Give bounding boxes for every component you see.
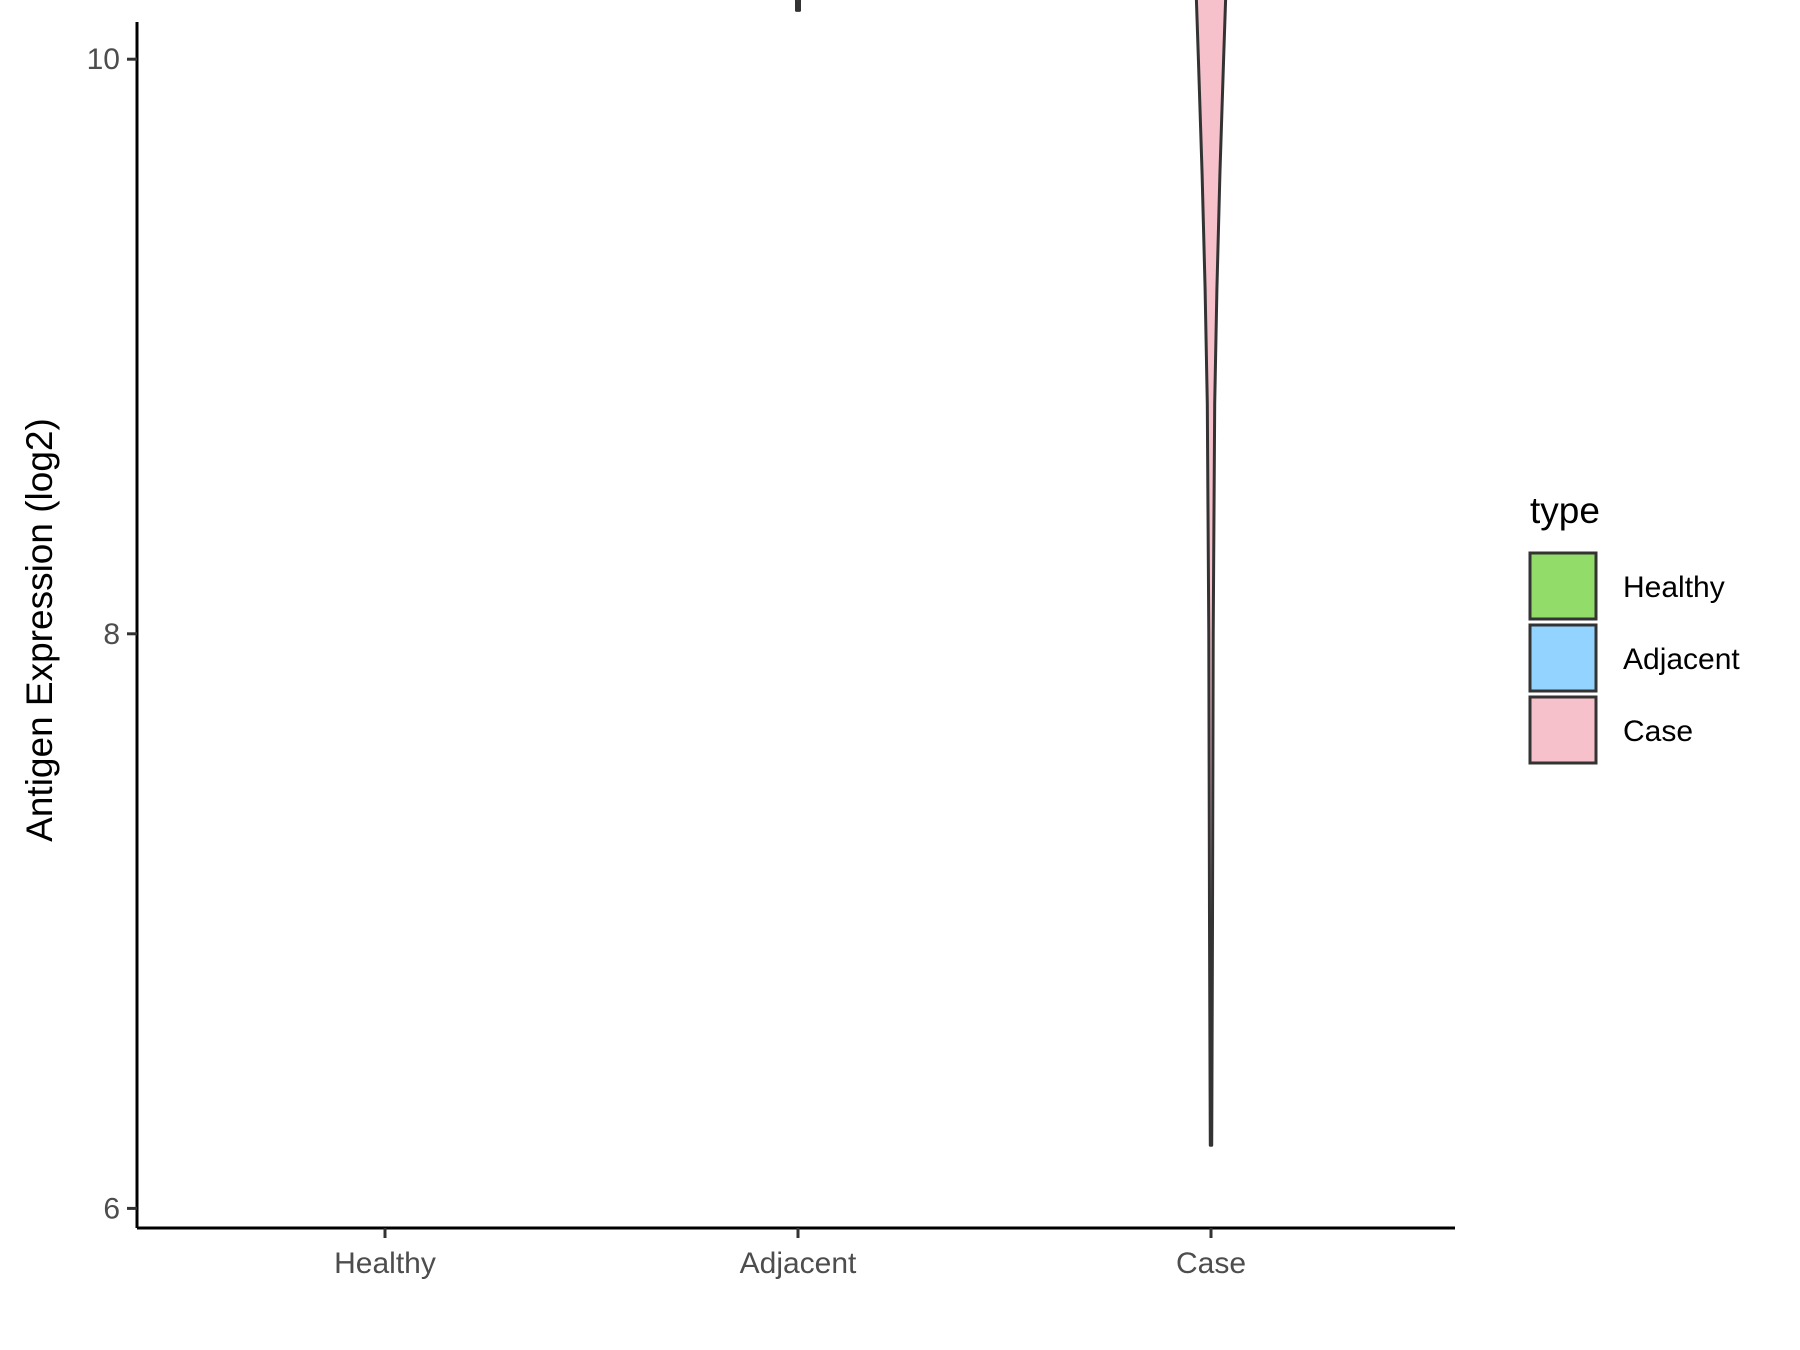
legend-label-case: Case [1623,715,1693,748]
legend-title: type [1530,490,1600,531]
violins-layer [794,0,1228,1147]
legend-items: Healthy Adjacent Case [1528,551,1740,765]
legend-swatch-healthy [1528,551,1598,621]
violin-case [1194,0,1228,1147]
x-tick-label-adjacent: Adjacent [740,1247,857,1280]
legend-swatch-adjacent [1528,623,1598,693]
y-tick-label: 6 [103,1192,120,1225]
legend-label-healthy: Healthy [1623,571,1725,604]
y-tick-label: 8 [103,618,120,651]
y-tick-label: 10 [87,43,120,76]
x-tick-label-healthy: Healthy [334,1247,436,1280]
legend: type Healthy Adjacent Case [1528,490,1740,765]
x-tick-label-case: Case [1176,1247,1246,1280]
y-axis-ticks: 68101214 [87,43,137,1225]
legend-swatch-case [1528,695,1598,765]
x-axis-ticks: Healthy Adjacent Case [334,1228,1246,1280]
y-axis-title: Antigen Expression (log2) [19,418,60,842]
legend-label-adjacent: Adjacent [1623,643,1740,676]
violin-adjacent [794,0,802,12]
